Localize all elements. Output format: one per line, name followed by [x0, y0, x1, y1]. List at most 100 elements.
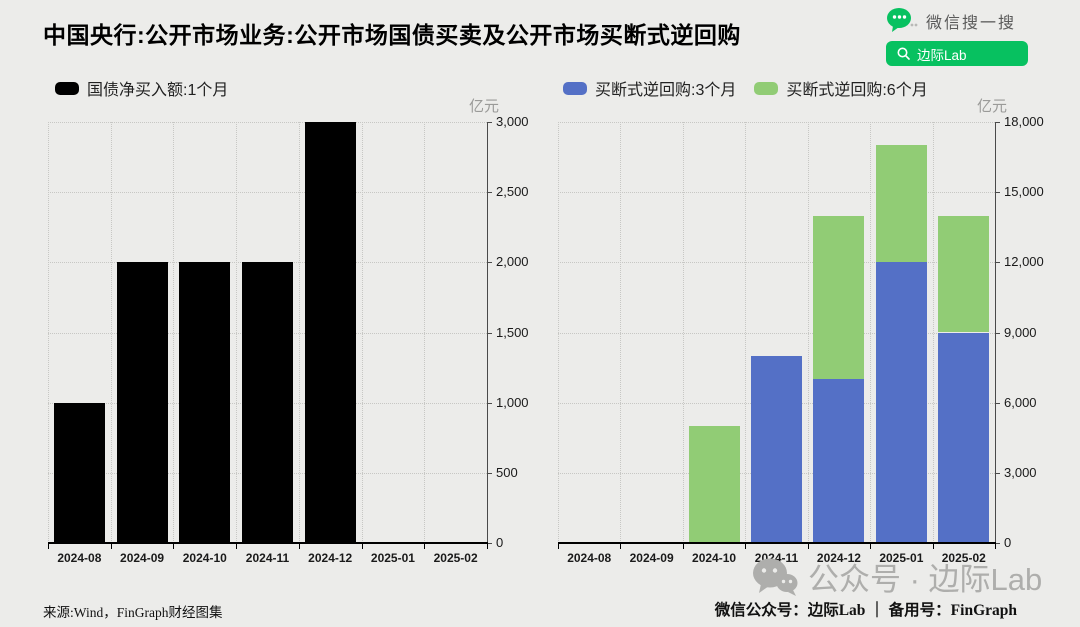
gridline — [807, 122, 809, 543]
x-axis-label: 2024-08 — [57, 551, 102, 565]
y-axis-tick-label: 1,500 — [496, 324, 529, 340]
y-axis-tick — [995, 402, 1000, 404]
x-axis-tick — [870, 544, 872, 549]
gridline — [558, 332, 995, 334]
bar — [938, 332, 990, 543]
legend-swatch — [754, 81, 779, 95]
search-icon — [897, 47, 910, 60]
y-axis-tick-label: 3,000 — [1004, 464, 1037, 480]
y-axis-unit-label: 亿元 — [976, 98, 1007, 115]
y-axis-tick — [995, 122, 1000, 123]
x-axis-label: 2024-09 — [120, 551, 165, 565]
y-axis-tick — [487, 402, 492, 404]
watermark-text: 公众号 · 边际Lab — [808, 562, 1043, 597]
y-axis-tick — [995, 192, 1000, 194]
y-axis-tick-label: 9,000 — [1004, 324, 1037, 340]
bar — [116, 262, 168, 543]
x-axis-tick — [487, 544, 488, 549]
gridline — [558, 122, 995, 123]
gridline — [48, 122, 49, 543]
gridline — [870, 122, 872, 543]
y-axis-tick — [487, 543, 492, 544]
x-axis-label: 2025-01 — [879, 551, 924, 565]
legend-item: 买断式逆回购:3个月 — [563, 76, 736, 100]
y-axis-tick — [995, 543, 1000, 544]
gridline — [110, 122, 112, 543]
y-axis-tick-label: 0 — [1004, 535, 1012, 550]
y-axis-tick — [487, 122, 492, 123]
x-axis-label: 2025-02 — [433, 551, 478, 565]
legend-label: 国债净买入额:1个月 — [87, 82, 229, 99]
bar — [875, 262, 927, 543]
x-axis-tick — [424, 544, 426, 549]
gridline — [424, 122, 426, 543]
x-axis-label: 2024-10 — [182, 551, 227, 565]
x-axis-tick — [361, 544, 363, 549]
x-axis-label: 2024-09 — [629, 551, 674, 565]
x-axis-label: 2024-12 — [816, 551, 861, 565]
y-axis-tick — [995, 332, 1000, 334]
bar — [875, 145, 927, 263]
x-axis — [558, 542, 996, 544]
gridline — [558, 122, 559, 543]
gridline — [558, 192, 995, 194]
legend-label: 买断式逆回购:3个月 — [595, 82, 737, 99]
x-axis-label: 2025-01 — [370, 551, 415, 565]
y-axis-tick — [487, 192, 492, 194]
x-axis-tick — [298, 544, 300, 549]
y-axis-tick-label: 18,000 — [1004, 114, 1044, 129]
y-axis-tick-label: 0 — [496, 535, 504, 550]
gridline — [932, 122, 934, 543]
legend: 买断式逆回购:3个月 买断式逆回购:6个月 — [563, 80, 928, 99]
y-axis-tick — [487, 262, 492, 264]
x-axis-tick — [932, 544, 934, 549]
y-axis-tick-label: 2,000 — [496, 254, 529, 270]
legend-swatch — [55, 81, 79, 95]
legend-item: 国债净买入额:1个月 — [55, 76, 228, 100]
legend-swatch — [563, 81, 587, 95]
gridline — [173, 122, 175, 543]
watermark: 公众号 · 边际Lab — [752, 554, 1042, 599]
bar — [751, 355, 802, 543]
wechat-logo-icon — [886, 7, 918, 34]
gridline — [361, 122, 363, 543]
x-axis-tick — [995, 544, 996, 549]
gridline — [236, 122, 238, 543]
x-axis-tick — [807, 544, 809, 549]
source-note: 来源:Wind，FinGraph财经图集 — [43, 605, 223, 620]
bar — [813, 379, 865, 543]
x-axis-tick — [236, 544, 238, 549]
x-axis-label: 2024-10 — [692, 551, 737, 565]
wechat-search-button-label: 边际Lab — [917, 47, 967, 63]
y-axis-tick — [487, 332, 492, 334]
legend-label: 买断式逆回购:6个月 — [786, 82, 928, 99]
y-axis-unit-label: 亿元 — [468, 98, 499, 115]
y-axis-tick-label: 12,000 — [1004, 254, 1044, 270]
y-axis-tick-label: 1,000 — [496, 394, 529, 410]
gridline — [558, 262, 995, 264]
wechat-search-button[interactable]: 边际Lab — [886, 41, 1028, 66]
legend: 国债净买入额:1个月 — [55, 80, 228, 99]
x-axis-tick — [745, 544, 747, 549]
x-axis-label: 2024-11 — [245, 551, 290, 565]
page-title: 中国央行:公开市场业务:公开市场国债买卖及公开市场买断式逆回购 — [43, 22, 741, 48]
gridline — [745, 122, 747, 543]
x-axis-tick — [173, 544, 175, 549]
y-axis-tick — [995, 262, 1000, 264]
x-axis-label: 2025-02 — [941, 551, 986, 565]
gridline — [620, 122, 622, 543]
wechat-search-widget: 微信搜一搜 边际Lab — [886, 7, 1032, 66]
y-axis-tick-label: 6,000 — [1004, 394, 1037, 410]
x-axis-tick — [682, 544, 684, 549]
bar — [179, 262, 231, 543]
accounts-note: 微信公众号：边际Lab ｜ 备用号：FinGraph — [714, 602, 1017, 619]
y-axis-tick — [995, 472, 1000, 474]
gridline — [48, 122, 487, 123]
gridline — [298, 122, 300, 543]
y-axis-tick-label: 500 — [496, 464, 518, 480]
y-axis-tick-label: 3,000 — [496, 114, 529, 129]
bar — [53, 402, 105, 543]
wechat-watermark-icon — [752, 557, 798, 597]
bar — [242, 262, 293, 543]
